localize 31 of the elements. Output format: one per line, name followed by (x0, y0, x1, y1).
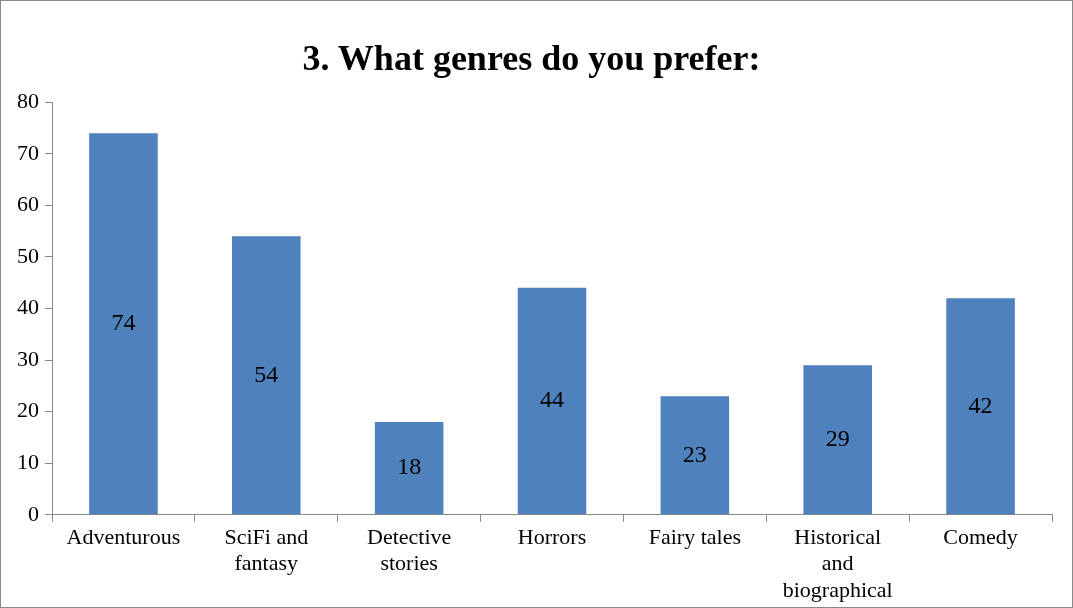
y-tick-label: 10 (17, 449, 39, 475)
x-tick-label: Comedy (943, 523, 1018, 549)
bar (89, 133, 158, 515)
data-label: 54 (254, 360, 279, 387)
bar (660, 396, 730, 515)
y-tick-label: 30 (17, 345, 39, 371)
data-label: 23 (682, 440, 707, 467)
bar (232, 236, 301, 515)
y-tick-label: 80 (17, 87, 39, 113)
x-tick-label: Detective stories (366, 523, 452, 576)
data-label: 74 (111, 309, 136, 336)
y-tick-label: 50 (17, 242, 39, 268)
y-tick-label: 40 (17, 294, 39, 320)
bar (374, 421, 444, 515)
x-tick-label: Historical and biographical (782, 523, 893, 602)
bar (803, 365, 872, 515)
y-tick-label: 0 (28, 500, 39, 526)
data-label: 29 (825, 425, 850, 452)
y-tick-label: 20 (17, 397, 39, 423)
y-tick-label: 70 (17, 139, 39, 165)
x-tick-label: SciFi and fantasy (224, 523, 309, 576)
x-tick-label: Fairy tales (648, 523, 741, 549)
x-tick-label: Horrors (517, 523, 587, 549)
bar (946, 298, 1015, 515)
data-label: 42 (968, 391, 993, 418)
x-tick-label: Adventurous (66, 523, 181, 549)
data-label: 18 (397, 453, 422, 480)
chart-title: 3. What genres do you prefer: (302, 37, 761, 78)
data-label: 44 (540, 386, 564, 413)
y-tick-label: 60 (17, 191, 39, 217)
bar (517, 287, 587, 515)
